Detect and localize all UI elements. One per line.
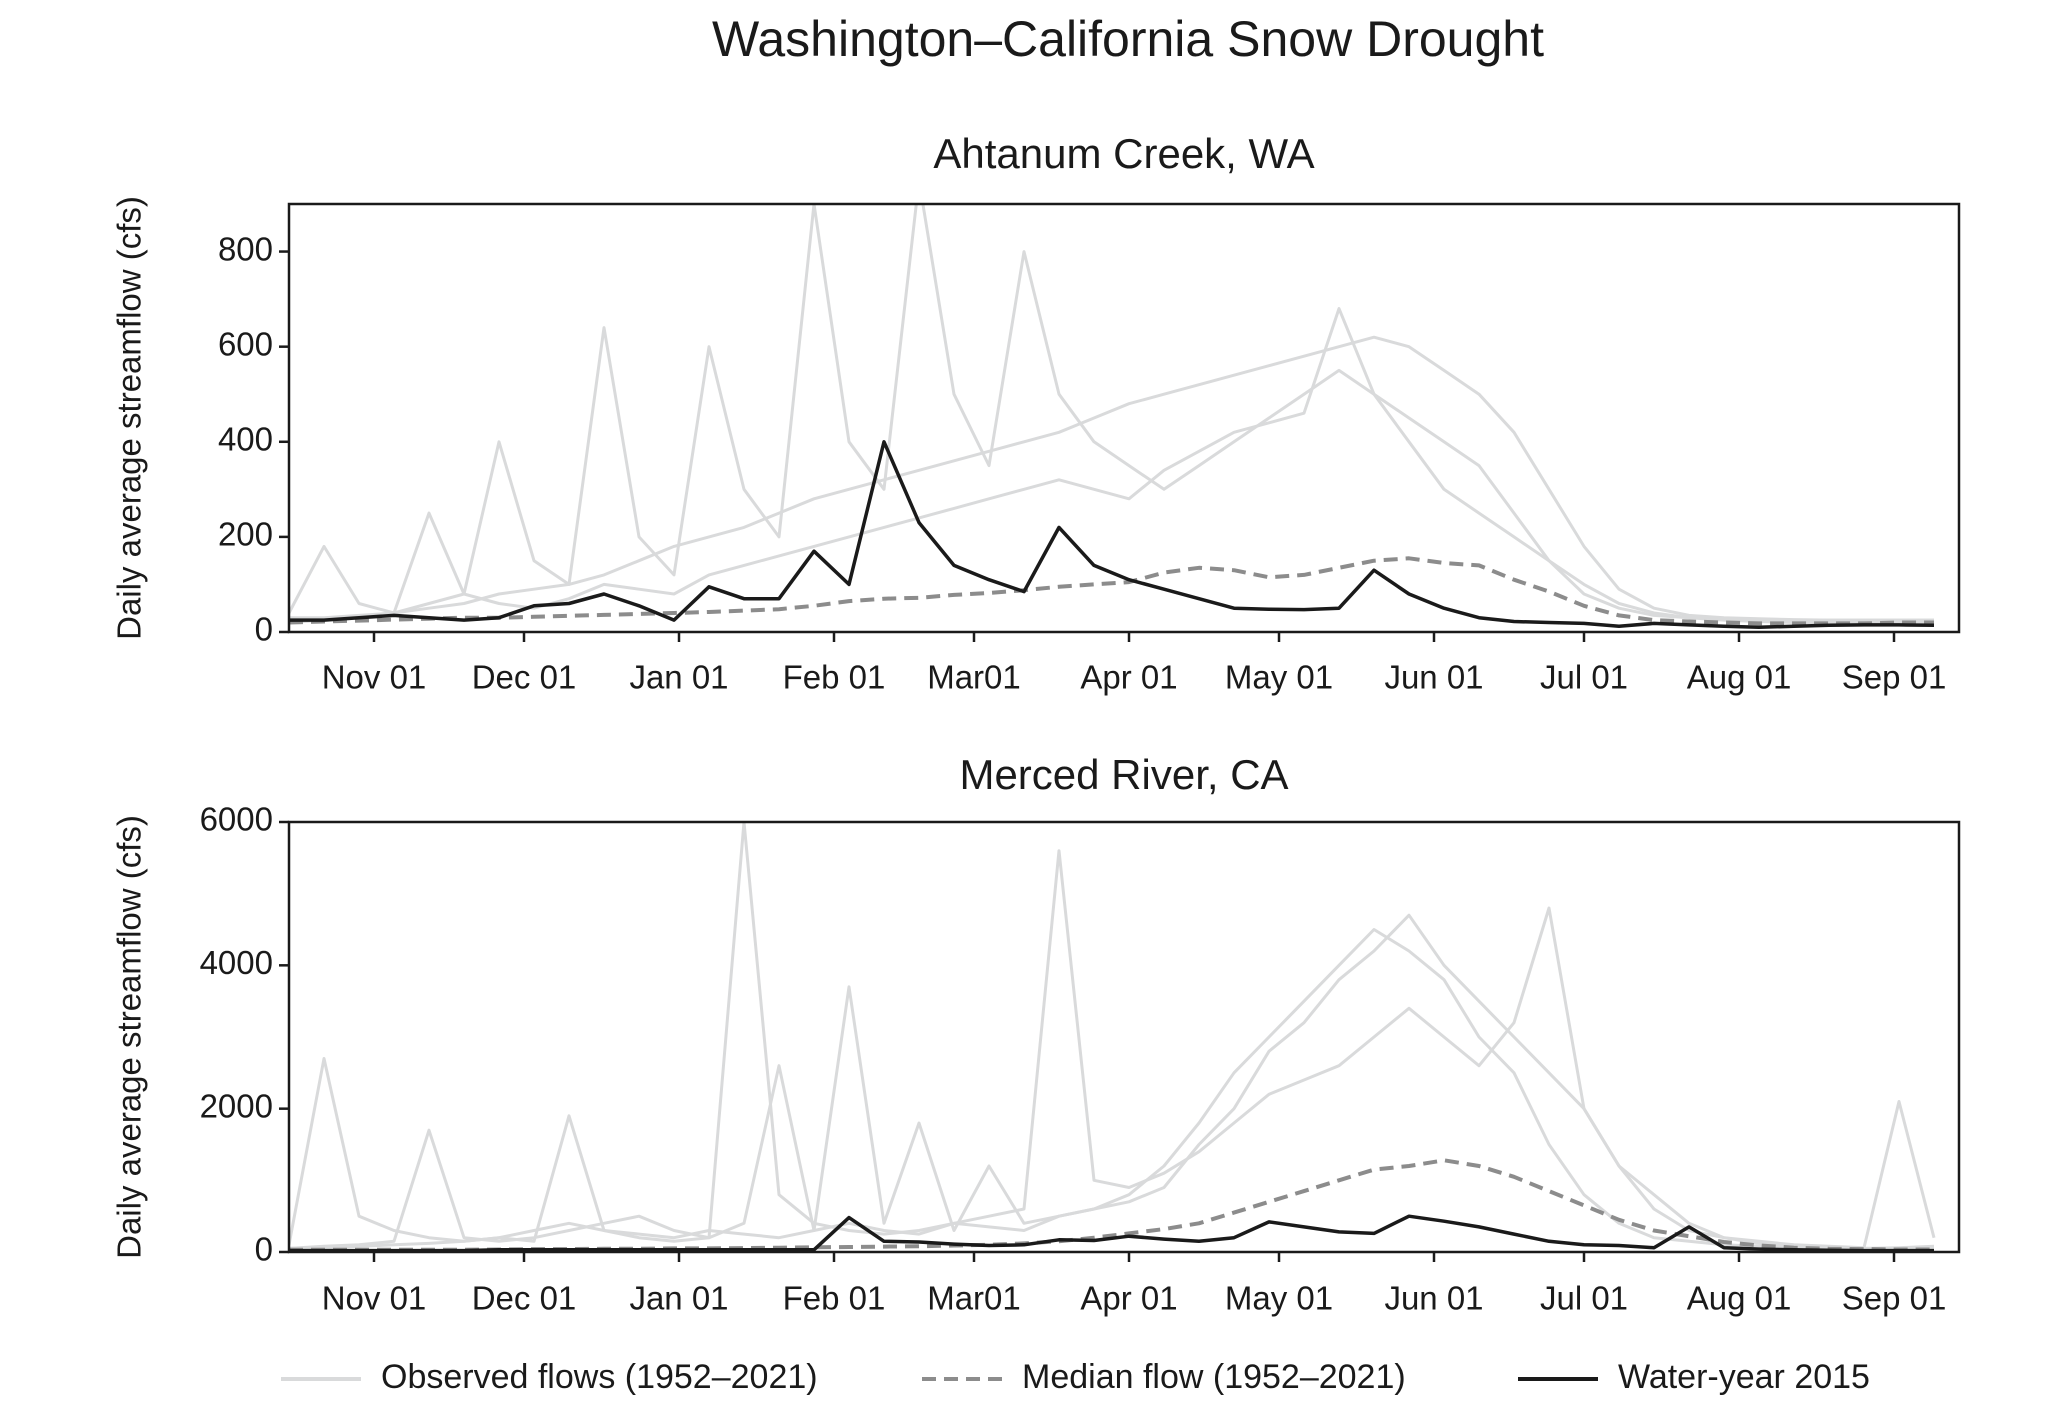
x-tick-label: Jan 01 xyxy=(629,659,728,696)
x-tick-label: Feb 01 xyxy=(783,659,886,696)
y-tick-label: 400 xyxy=(218,420,273,457)
y-axis-label: Daily average streamflow (cfs) xyxy=(111,196,148,640)
panel-title: Ahtanum Creek, WA xyxy=(933,130,1314,177)
series-line xyxy=(289,440,1935,629)
x-tick-label: Mar01 xyxy=(927,1280,1021,1317)
y-tick-label: 6000 xyxy=(200,801,273,838)
plot-frame xyxy=(287,820,1961,1254)
series-line xyxy=(289,307,1934,624)
figure-title: Washington–California Snow Drought xyxy=(712,11,1544,67)
series-line xyxy=(289,849,1934,1251)
plot-area xyxy=(289,822,1936,1252)
x-tick-label: Mar01 xyxy=(927,659,1021,696)
x-tick-label: Jan 01 xyxy=(629,1280,728,1317)
plot-area xyxy=(289,204,1935,629)
x-tick-label: Apr 01 xyxy=(1080,1280,1177,1317)
y-tick-label: 800 xyxy=(218,230,273,267)
x-tick-label: Nov 01 xyxy=(322,1280,427,1317)
y-axis-label: Daily average streamflow (cfs) xyxy=(111,815,148,1259)
y-tick-label: 2000 xyxy=(200,1087,273,1124)
series-line xyxy=(289,335,1934,622)
x-tick-label: May 01 xyxy=(1225,1280,1333,1317)
x-tick-label: Jun 01 xyxy=(1384,1280,1483,1317)
y-tick-label: 200 xyxy=(218,516,273,553)
x-tick-label: Apr 01 xyxy=(1080,659,1177,696)
series-line xyxy=(289,913,1936,1250)
series-line xyxy=(289,556,1934,626)
legend-label: Water-year 2015 xyxy=(1618,1358,1870,1396)
x-tick-label: Feb 01 xyxy=(783,1280,886,1317)
x-tick-label: Dec 01 xyxy=(472,1280,577,1317)
x-tick-label: Aug 01 xyxy=(1687,1280,1792,1317)
x-tick-label: Jul 01 xyxy=(1540,659,1628,696)
x-tick-label: Jul 01 xyxy=(1540,1280,1628,1317)
x-tick-label: Dec 01 xyxy=(472,659,577,696)
x-tick-label: Sep 01 xyxy=(1842,659,1947,696)
x-tick-label: May 01 xyxy=(1225,659,1333,696)
y-tick-label: 0 xyxy=(255,611,273,648)
x-tick-label: Sep 01 xyxy=(1842,1280,1947,1317)
y-tick-label: 0 xyxy=(255,1231,273,1268)
panel-title: Merced River, CA xyxy=(959,751,1288,798)
legend-label: Observed flows (1952–2021) xyxy=(381,1358,818,1396)
y-tick-label: 600 xyxy=(218,325,273,362)
x-tick-label: Aug 01 xyxy=(1687,659,1792,696)
series-line xyxy=(289,822,1935,1250)
legend-label: Median flow (1952–2021) xyxy=(1022,1358,1406,1396)
series-line xyxy=(289,1214,1934,1252)
x-tick-label: Nov 01 xyxy=(322,659,427,696)
y-tick-label: 4000 xyxy=(200,944,273,981)
series-line xyxy=(289,204,1934,622)
x-tick-label: Jun 01 xyxy=(1384,659,1483,696)
plot-frame xyxy=(287,202,1961,634)
